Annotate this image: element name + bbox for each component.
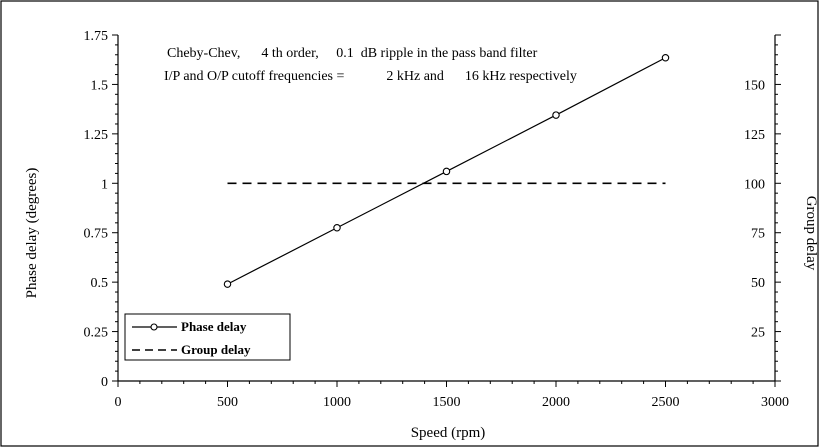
phase-delay-point xyxy=(223,280,232,288)
x-tick-label: 1000 xyxy=(323,395,351,410)
x-axis-title: Speed (rpm) xyxy=(411,425,486,441)
y-tick-label: 0 xyxy=(101,375,108,390)
legend-box xyxy=(124,313,291,361)
phase-delay-point xyxy=(333,224,341,232)
y-axis-title: Phase delay (degrees) xyxy=(24,168,40,299)
y-tick-label: 1.5 xyxy=(91,78,109,93)
phase-delay-point xyxy=(552,111,560,119)
x-tick-label: 3000 xyxy=(761,395,789,410)
y-tick-label: 0.75 xyxy=(84,227,109,242)
y-tick-label: 1.75 xyxy=(84,29,109,44)
y2-tick-label: 25 xyxy=(751,326,765,341)
y2-tick-label: 125 xyxy=(744,128,765,143)
y2-tick-label: 50 xyxy=(751,276,765,291)
x-tick-label: 2000 xyxy=(542,395,570,410)
ticks: 0 500 1000 1500 2000 2500 3000 0 0.25 0.5 0.75 1 1.2… xyxy=(84,29,790,410)
legend-label-group-delay: Group delay xyxy=(181,342,251,357)
y2-tick-label: 75 xyxy=(751,227,765,242)
y2-tick-label: 100 xyxy=(744,177,765,192)
y-tick-label: 1.25 xyxy=(84,128,109,143)
y-tick-label: 0.5 xyxy=(91,276,109,291)
legend: Phase delay Group delay xyxy=(124,313,291,361)
y2-axis-title: Group delay xyxy=(803,196,819,271)
legend-marker-phase-delay xyxy=(150,323,158,331)
series-layer xyxy=(223,53,670,288)
y-tick-label: 1 xyxy=(101,177,108,192)
y-tick-label: 0.25 xyxy=(84,326,109,341)
phase-delay-point xyxy=(661,53,670,62)
phase-delay-point xyxy=(442,167,451,176)
annotation-line-2: I/P and O/P cutoff frequencies = 2 kHz a… xyxy=(164,69,577,84)
x-tick-label: 0 xyxy=(115,395,122,410)
y2-tick-label: 150 xyxy=(744,78,765,93)
x-tick-label: 500 xyxy=(217,395,238,410)
annotation-line-1: Cheby-Chev, 4 th order, 0.1 dB ripple in… xyxy=(167,46,538,61)
legend-label-phase-delay: Phase delay xyxy=(181,319,247,334)
x-tick-label: 1500 xyxy=(433,395,461,410)
x-tick-label: 2500 xyxy=(652,395,680,410)
